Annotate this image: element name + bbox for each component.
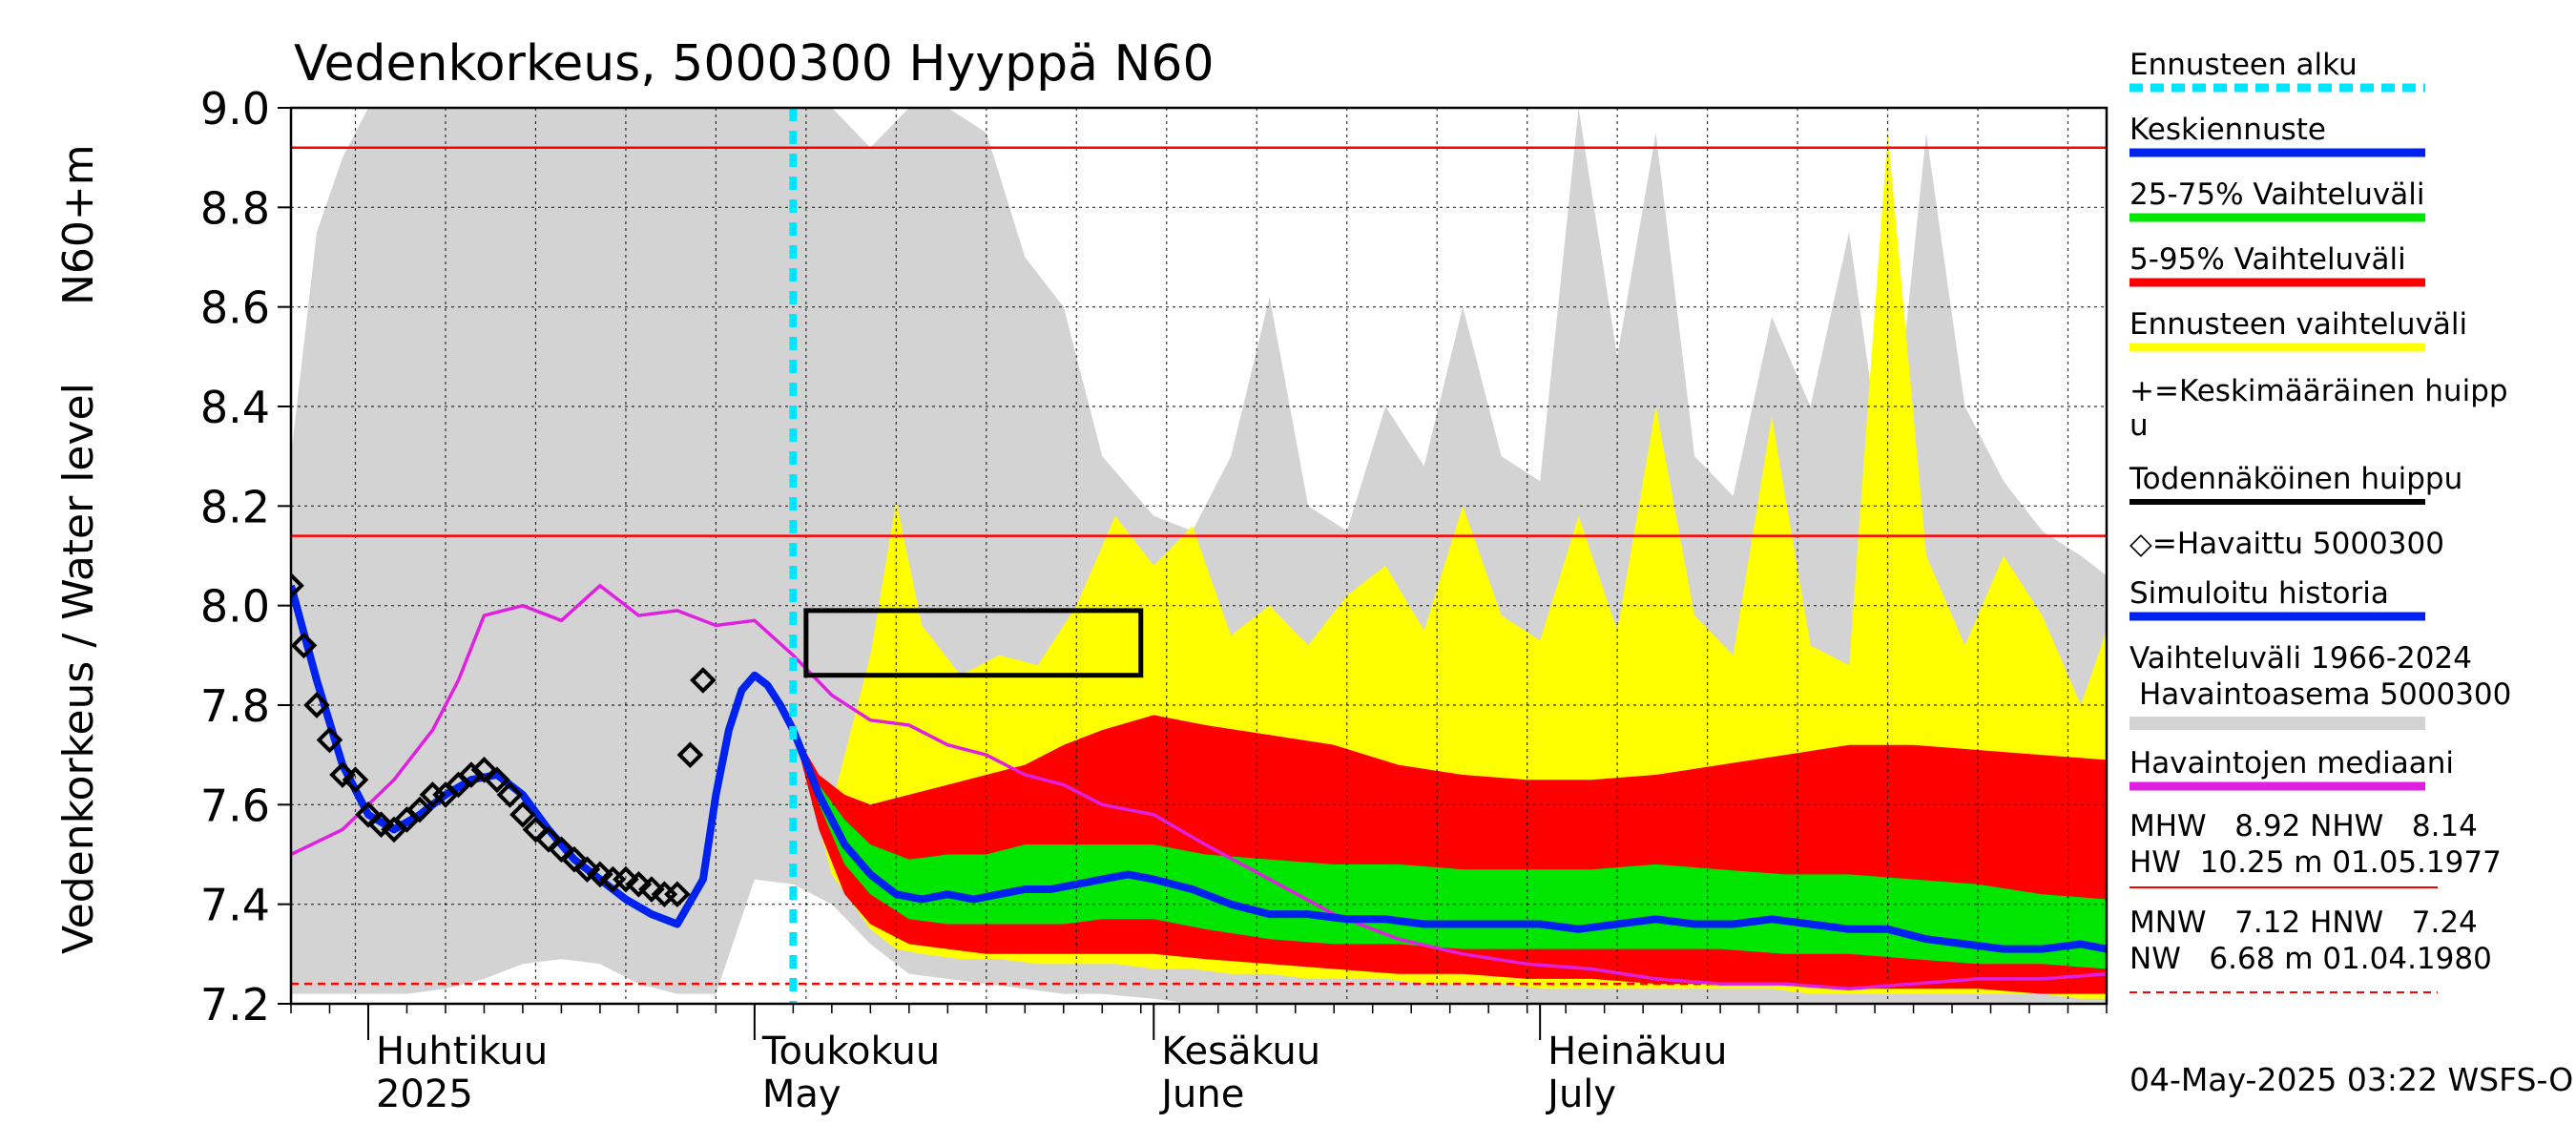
observed-point — [509, 801, 536, 828]
observed-point — [316, 726, 343, 754]
x-month-sublabel: 2025 — [376, 1072, 473, 1116]
observed-point — [638, 876, 665, 903]
observed-point — [613, 865, 639, 893]
observed-point — [329, 761, 356, 788]
y-tick-label: 7.6 — [200, 780, 270, 831]
x-month-sublabel: May — [762, 1072, 841, 1116]
stats-line-3: MNW 7.12 HNW 7.24 — [2129, 906, 2478, 940]
y-tick-label: 9.0 — [200, 83, 270, 135]
legend-label-cont: u — [2129, 408, 2149, 443]
observed-point — [676, 741, 704, 768]
chart-title: Vedenkorkeus, 5000300 Hyyppä N60 — [294, 35, 1215, 93]
stats-line-2: HW 10.25 m 01.05.1977 — [2129, 845, 2502, 880]
observed-point — [625, 870, 653, 898]
y-tick-label: 7.2 — [200, 979, 270, 1030]
band-25-75 — [793, 730, 2107, 969]
observed-point — [355, 801, 382, 828]
observed-point — [561, 845, 588, 873]
legend-label: Ennusteen vaihteluväli — [2129, 307, 2467, 342]
x-month-sublabel: June — [1158, 1072, 1244, 1116]
observed-point — [496, 781, 524, 808]
observed-point — [291, 632, 318, 659]
observed-point — [548, 836, 575, 864]
y-tick-label: 8.2 — [200, 481, 270, 532]
y-axis-unit: N60+m — [54, 144, 103, 305]
observed-point — [303, 692, 330, 718]
y-tick-label: 8.8 — [200, 182, 270, 234]
observed-point — [406, 796, 433, 823]
stats-line-4: NW 6.68 m 01.04.1980 — [2129, 942, 2492, 976]
legend-label: 5-95% Vaihteluväli — [2129, 242, 2406, 277]
y-axis-label: Vedenkorkeus / Water level N60+m — [54, 144, 103, 954]
x-month-label: Heinäkuu — [1548, 1030, 1727, 1073]
legend-label: Ennusteen alku — [2129, 48, 2358, 82]
legend-label: Havaintojen mediaani — [2129, 746, 2454, 781]
y-tick-label: 8.0 — [200, 581, 270, 633]
bands-layer — [291, 108, 2107, 1004]
observed-point — [664, 881, 691, 908]
legend-label: 25-75% Vaihteluväli — [2129, 177, 2425, 212]
observed-point — [342, 766, 369, 794]
plot-area — [278, 106, 2109, 1040]
plot-frame — [289, 106, 2109, 1006]
legend: Ennusteen alku Keskiennuste 25-75% Vaihtel… — [2129, 48, 2511, 791]
y-axis-title: Vedenkorkeus / Water level — [54, 383, 103, 954]
legend-label-cont: Havaintoasema 5000300 — [2139, 677, 2511, 712]
observed-point — [522, 816, 550, 843]
observed-point — [690, 667, 717, 694]
legend-label: Simuloitu historia — [2129, 576, 2389, 611]
x-month-label: Huhtikuu — [376, 1030, 548, 1073]
legend-label: +=Keskimääräinen huipp — [2129, 374, 2508, 408]
legend-label: ◇=Havaittu 5000300 — [2129, 527, 2444, 561]
y-tick-labels: 7.2 7.4 7.6 7.8 8.0 8.2 8.4 8.6 8.8 9.0 — [200, 83, 270, 1030]
median-forecast-line — [789, 728, 2107, 953]
probable-peak-box — [803, 608, 1144, 678]
stats-line-1: MHW 8.92 NHW 8.14 — [2129, 809, 2478, 843]
y-tick-label: 7.4 — [200, 880, 270, 931]
observed-point — [470, 756, 498, 783]
observed-median-line — [291, 583, 2107, 991]
legend-label: Vaihteluväli 1966-2024 — [2129, 641, 2472, 676]
y-tick-label: 8.4 — [200, 382, 270, 433]
grid-layer — [278, 107, 2108, 1040]
lines-layer — [291, 108, 2107, 1004]
observed-point — [573, 856, 601, 883]
footer-timestamp: 04-May-2025 03:22 WSFS-O — [2129, 1061, 2573, 1098]
x-month-sublabel: July — [1545, 1072, 1616, 1116]
observed-point — [484, 766, 510, 794]
observed-point — [367, 811, 395, 839]
observed-point — [291, 572, 304, 599]
x-month-label: Kesäkuu — [1161, 1030, 1320, 1073]
stats-block: MHW 8.92 NHW 8.14 HW 10.25 m 01.05.1977 … — [2129, 809, 2502, 993]
y-tick-label: 8.6 — [200, 282, 270, 334]
x-month-label: Toukokuu — [761, 1030, 940, 1073]
y-tick-label: 7.8 — [200, 680, 270, 732]
observed-point — [587, 861, 613, 888]
observed-point — [535, 826, 562, 853]
observed-point — [458, 761, 485, 788]
legend-label: Todennäköinen huippu — [2129, 462, 2462, 496]
legend-label: Keskiennuste — [2129, 113, 2326, 147]
